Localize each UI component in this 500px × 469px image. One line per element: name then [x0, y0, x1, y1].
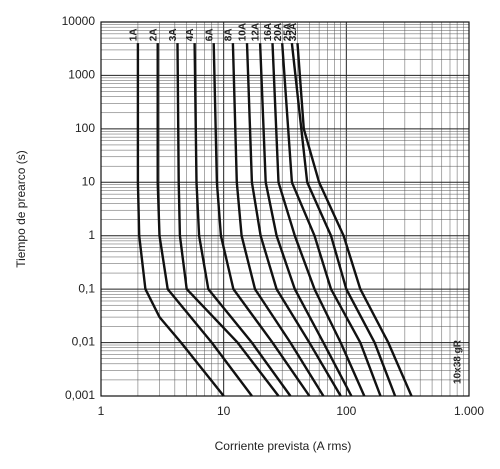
plot-frame [100, 21, 470, 397]
y-axis-label: Tiempo de prearco (s) [14, 150, 28, 268]
curve [271, 43, 366, 397]
x-tick-label: 1.000 [454, 404, 484, 418]
curve [231, 43, 325, 397]
series-label: 25A [283, 23, 294, 41]
x-tick-label: 100 [336, 404, 356, 418]
series-label: 32A [288, 23, 299, 41]
series-label: 2A [148, 29, 159, 42]
y-tick-label: 0,1 [78, 281, 95, 295]
curve [296, 43, 413, 397]
y-tick-label: 10000 [62, 14, 96, 28]
y-tick-label: 1000 [68, 68, 95, 82]
y-tick-label: 10 [82, 174, 96, 188]
series-label: 3A [168, 29, 179, 42]
series-label: 1A [129, 29, 140, 42]
y-tick-label: 1 [88, 228, 95, 242]
series-label: 10A [238, 23, 249, 41]
annotation: 10x38 gR [453, 339, 464, 384]
x-tick-label: 1 [98, 404, 105, 418]
x-tick-label: 10 [217, 404, 231, 418]
curve [193, 43, 292, 397]
curve [258, 43, 353, 397]
x-axis-label: Corriente prevista (A rms) [215, 439, 352, 453]
y-tick-label: 0,001 [65, 388, 95, 402]
curve [136, 43, 225, 397]
series-label: 20A [273, 23, 284, 41]
curve [245, 43, 342, 397]
series-label: 16A [263, 23, 274, 41]
series-label: 4A [185, 29, 196, 42]
curve [156, 43, 253, 397]
curve [176, 43, 280, 397]
series-label: 12A [251, 23, 262, 41]
y-tick-label: 0,01 [72, 335, 96, 349]
y-tick-label: 100 [75, 121, 95, 135]
curve [212, 43, 311, 397]
series-label: 8A [224, 29, 235, 42]
series-label: 6A [204, 29, 215, 42]
curve [290, 43, 397, 397]
curve [281, 43, 382, 397]
